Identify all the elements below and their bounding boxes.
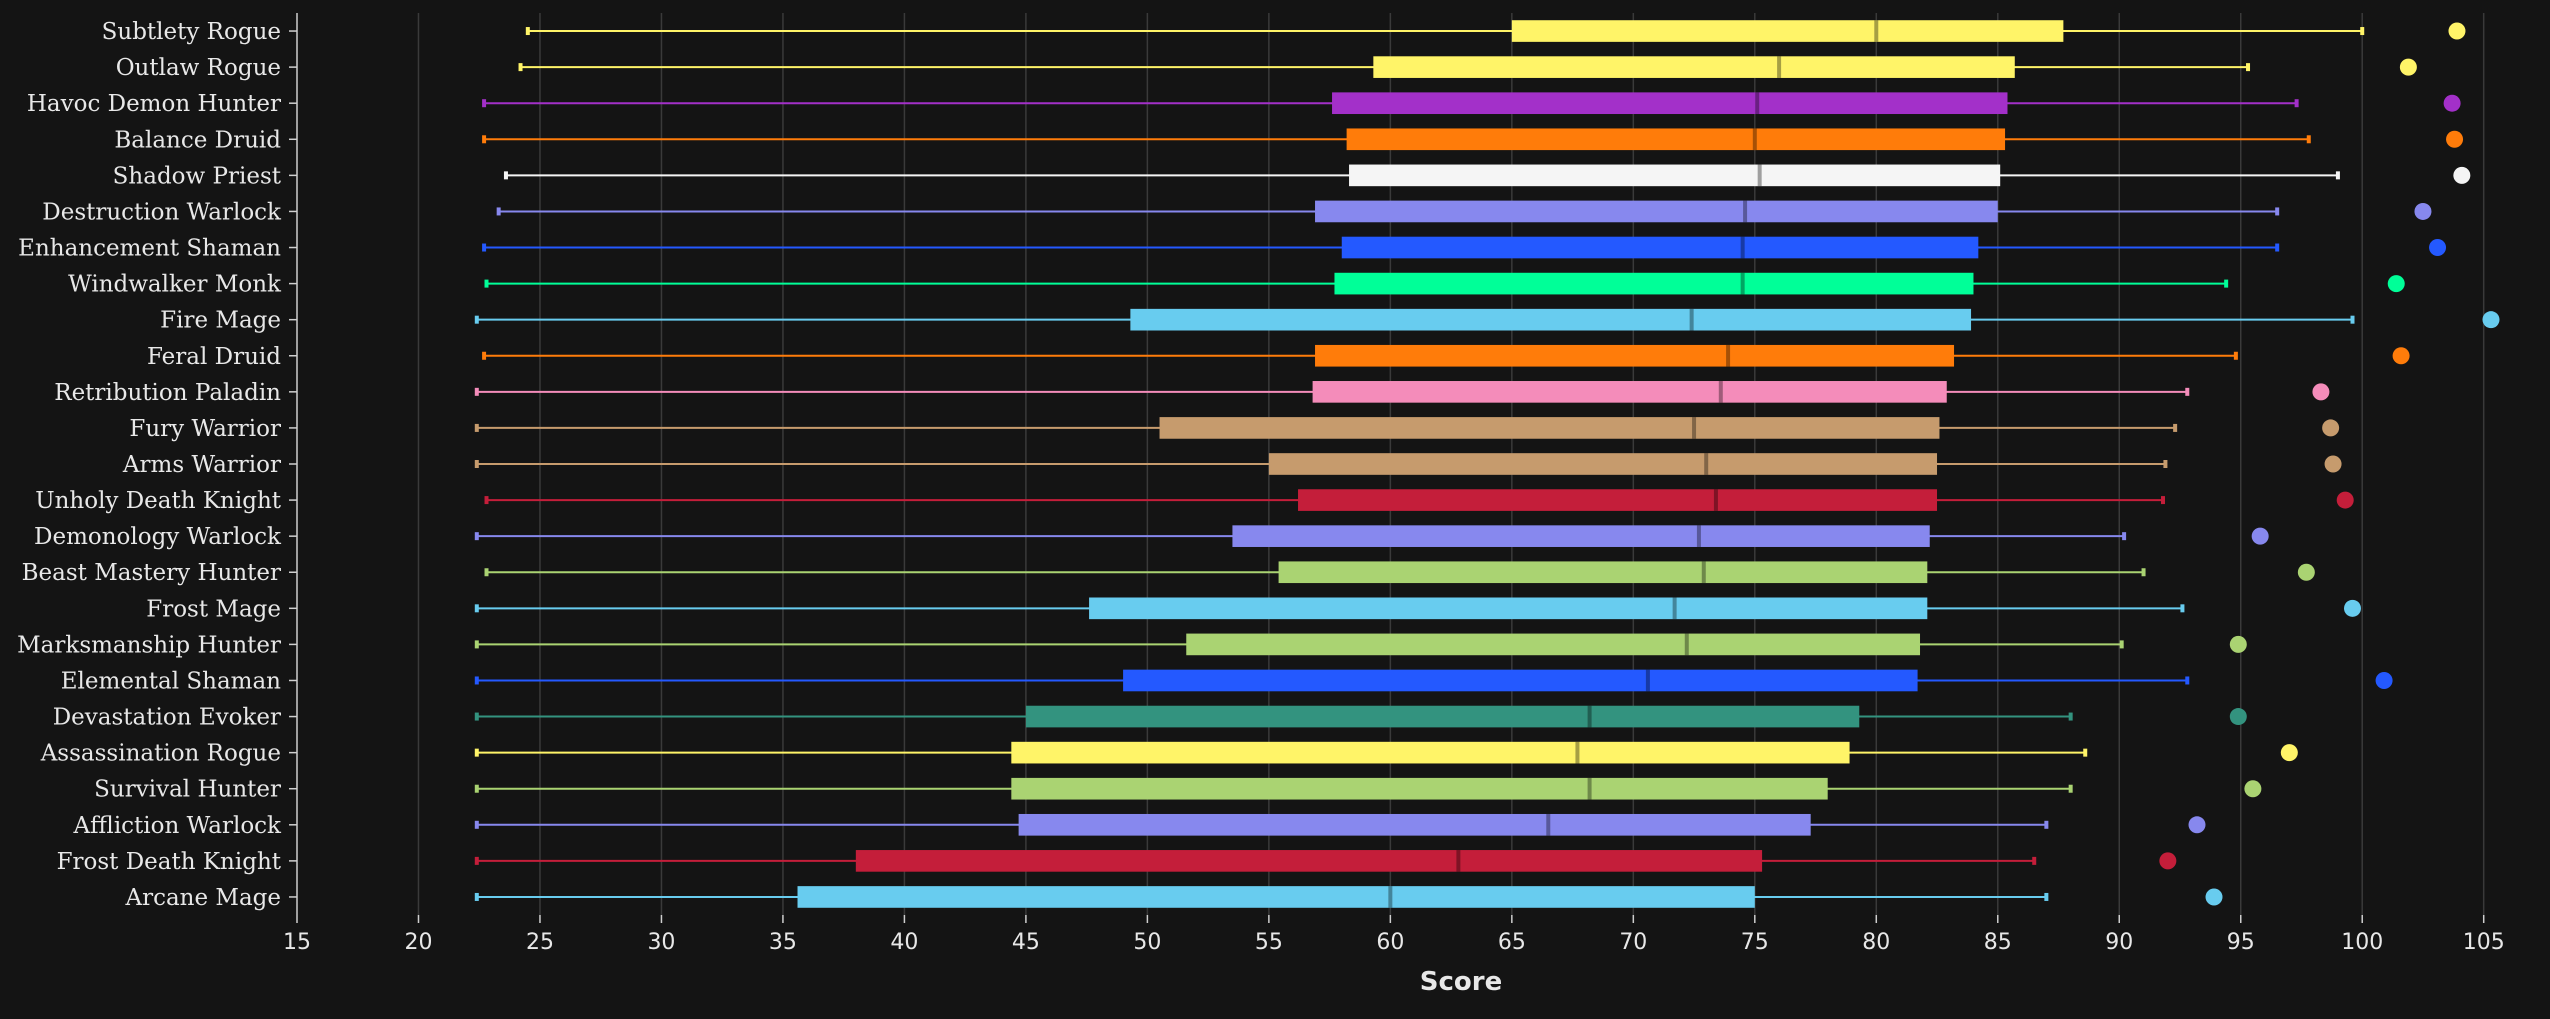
y-tick-label: Elemental Shaman <box>61 668 281 694</box>
y-tick-label: Windwalker Monk <box>68 272 282 298</box>
outlier-point <box>2392 347 2410 365</box>
x-tick-label: 85 <box>1984 930 2012 955</box>
outlier-point <box>2429 239 2447 257</box>
y-tick-label: Beast Mastery Hunter <box>22 560 281 586</box>
y-tick-label: Fury Warrior <box>129 416 281 442</box>
outlier-point <box>2399 58 2417 76</box>
outlier-point <box>2375 671 2393 689</box>
outlier-point <box>2324 455 2342 473</box>
iqr-box <box>1312 381 1947 403</box>
y-tick-label: Demonology Warlock <box>34 524 282 550</box>
y-tick-label: Destruction Warlock <box>42 199 282 225</box>
outlier-point <box>2443 94 2461 112</box>
box-layer <box>474 20 2500 908</box>
iqr-box <box>1186 633 1921 656</box>
y-tick-label: Feral Druid <box>147 344 281 370</box>
outlier-point <box>2251 527 2269 545</box>
y-tick-label: Havoc Demon Hunter <box>27 91 281 117</box>
y-tick-label: Devastation Evoker <box>53 705 281 731</box>
outlier-point <box>2229 635 2247 653</box>
x-tick-label: 40 <box>890 930 918 955</box>
outlier-point <box>2229 708 2247 726</box>
outlier-point <box>2297 563 2315 581</box>
y-tick-label: Assassination Rogue <box>40 741 281 767</box>
outlier-point <box>2448 22 2466 40</box>
x-tick-label: 65 <box>1498 930 1526 955</box>
iqr-box <box>1232 525 1930 547</box>
y-tick-label: Arms Warrior <box>122 452 281 478</box>
iqr-box <box>1018 813 1811 836</box>
y-tick-label: Enhancement Shaman <box>18 236 281 262</box>
x-tick-label: 75 <box>1741 930 1769 955</box>
iqr-box <box>1298 489 1938 511</box>
x-tick-label: 45 <box>1012 930 1040 955</box>
y-tick-label: Shadow Priest <box>113 163 282 189</box>
iqr-box <box>1268 453 1938 475</box>
outlier-point <box>2482 311 2500 329</box>
axis-layer: Score 15 20 25 30 35 40 45 50 55 60 65 70 75 80 85 90 95… <box>17 13 2505 997</box>
iqr-box <box>1332 92 2008 115</box>
x-tick-label: 80 <box>1862 930 1890 955</box>
iqr-box <box>1341 236 1979 259</box>
x-tick-label: 105 <box>2463 930 2505 955</box>
outlier-point <box>2446 130 2464 148</box>
y-tick-label: Frost Mage <box>146 596 281 622</box>
x-tick-label: 20 <box>404 930 432 955</box>
y-tick-label: Retribution Paladin <box>54 380 281 406</box>
outlier-point <box>2453 166 2471 184</box>
outlier-point <box>2312 383 2330 401</box>
iqr-box <box>797 886 1755 908</box>
outlier-point <box>2244 780 2262 798</box>
iqr-box <box>1346 128 2006 151</box>
x-tick-label: 95 <box>2227 930 2255 955</box>
iqr-box <box>1089 597 1928 620</box>
outlier-point <box>2205 888 2223 906</box>
iqr-box <box>1025 705 1860 728</box>
y-tick-label: Frost Death Knight <box>57 849 282 875</box>
iqr-box <box>1130 308 1972 331</box>
y-tick-label: Subtlety Rogue <box>102 19 281 45</box>
outlier-point <box>2188 816 2206 834</box>
outlier-point <box>2159 852 2177 870</box>
iqr-box <box>1011 741 1850 764</box>
iqr-box <box>1373 56 2015 78</box>
iqr-box <box>855 850 1763 872</box>
x-tick-label: 90 <box>2105 930 2133 955</box>
iqr-box <box>1315 344 1955 367</box>
x-tick-label: 15 <box>283 930 311 955</box>
outlier-point <box>2387 275 2405 293</box>
iqr-box <box>1011 777 1828 800</box>
outlier-point <box>2336 491 2354 509</box>
x-tick-label: 60 <box>1376 930 1404 955</box>
x-tick-label: 50 <box>1133 930 1161 955</box>
x-tick-label: 25 <box>526 930 554 955</box>
y-tick-label: Marksmanship Hunter <box>17 632 281 658</box>
iqr-box <box>1334 272 1974 295</box>
x-tick-label: 70 <box>1619 930 1647 955</box>
x-axis-title: Score <box>1420 967 1502 997</box>
y-tick-label: Affliction Warlock <box>73 813 283 839</box>
outlier-point <box>2280 744 2298 762</box>
outlier-point <box>2322 419 2340 437</box>
x-tick-label: 30 <box>647 930 675 955</box>
iqr-box <box>1511 20 2064 42</box>
y-tick-label: Balance Druid <box>114 127 281 153</box>
y-tick-label: Arcane Mage <box>124 885 281 911</box>
x-tick-label: 100 <box>2341 930 2383 955</box>
y-tick-label: Survival Hunter <box>94 777 281 803</box>
outlier-point <box>2344 599 2362 617</box>
y-tick-label: Outlaw Rogue <box>116 55 281 81</box>
y-tick-label: Fire Mage <box>160 308 281 334</box>
outlier-point <box>2414 202 2432 220</box>
iqr-box <box>1278 561 1928 584</box>
iqr-box <box>1159 417 1940 439</box>
x-tick-label: 35 <box>769 930 797 955</box>
iqr-box <box>1349 164 2001 187</box>
iqr-box <box>1123 669 1918 692</box>
y-tick-label: Unholy Death Knight <box>35 488 282 514</box>
x-tick-label: 55 <box>1255 930 1283 955</box>
iqr-box <box>1315 200 1998 223</box>
